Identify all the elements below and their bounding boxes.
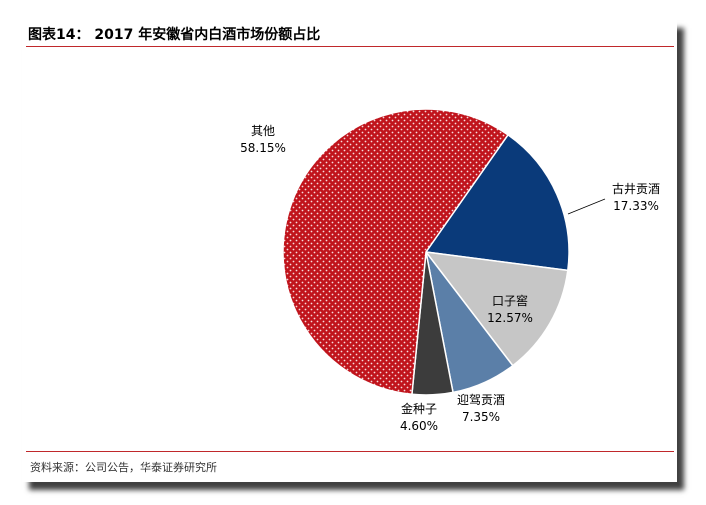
- footer-rule: [26, 451, 674, 452]
- source-note: 资料来源：公司公告，华泰证券研究所: [30, 461, 217, 474]
- title-rule: [26, 46, 674, 47]
- pie-slice-1: [424, 251, 569, 367]
- slice-label-name: 口子窖: [492, 293, 528, 308]
- pie-slice-0: [424, 133, 570, 272]
- slice-label-value: 7.35%: [462, 410, 500, 424]
- slice-label-name: 迎驾贡酒: [457, 393, 505, 407]
- slice-label-value: 12.57%: [487, 311, 533, 325]
- slice-label-value: 4.60%: [400, 419, 438, 433]
- pie-chart: 古井贡酒 17.33% 口子窖 12.57% 迎驾贡酒 7.35% 金种子 4.60% 其他 58…: [240, 108, 660, 433]
- pie-slices: [282, 108, 570, 396]
- chart-title: 图表14： 2017 年安徽省内白酒市场份额占比: [28, 27, 321, 43]
- leader-line: [567, 198, 606, 215]
- pie-slice-pattern: [282, 108, 509, 395]
- slice-label-value: 58.15%: [240, 141, 286, 155]
- slice-label-name: 古井贡酒: [612, 181, 660, 196]
- pie-labels: 古井贡酒 17.33% 口子窖 12.57% 迎驾贡酒 7.35% 金种子 4.60% 其他 58…: [240, 124, 660, 433]
- slice-label-value: 17.33%: [613, 199, 659, 213]
- slice-label-name: 其他: [251, 124, 275, 138]
- slice-label-name: 金种子: [401, 401, 437, 416]
- chart-card: 图表14： 2017 年安徽省内白酒市场份额占比 古井贡酒 17.33% 口子窖 12…: [22, 20, 677, 482]
